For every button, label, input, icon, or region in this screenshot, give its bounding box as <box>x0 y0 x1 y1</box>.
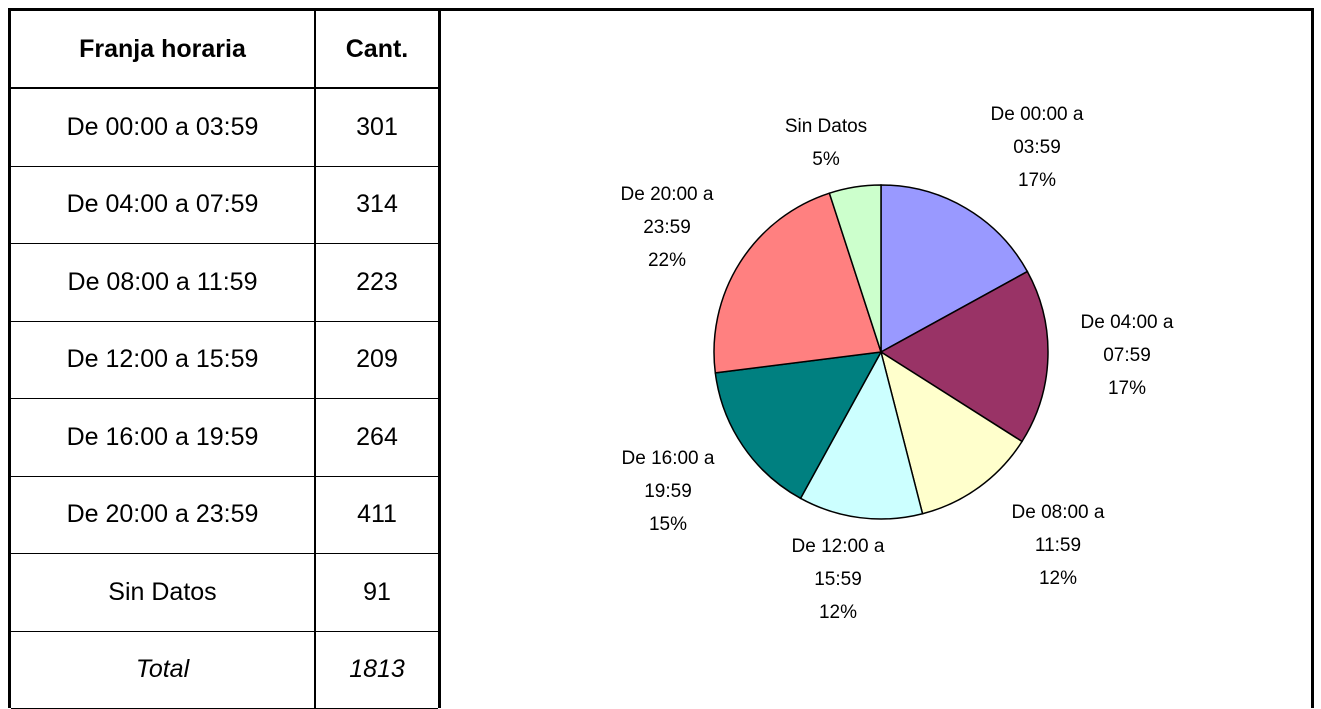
slice-category: De 04:00 a 07:59 <box>1067 306 1187 372</box>
slice-percent: 5% <box>766 143 886 176</box>
slice-percent: 22% <box>607 244 727 277</box>
slice-percent: 17% <box>1067 372 1187 405</box>
slice-percent: 15% <box>608 508 728 541</box>
slice-category: De 20:00 a 23:59 <box>607 178 727 244</box>
slice-category: Sin Datos <box>766 110 886 143</box>
slice-category: De 08:00 a 11:59 <box>998 496 1118 562</box>
slice-percent: 12% <box>778 596 898 629</box>
slice-category: De 00:00 a 03:59 <box>977 98 1097 164</box>
slice-category: De 12:00 a 15:59 <box>778 530 898 596</box>
slice-percent: 12% <box>998 562 1118 595</box>
slice-category: De 16:00 a 19:59 <box>608 442 728 508</box>
slice-percent: 17% <box>977 164 1097 197</box>
